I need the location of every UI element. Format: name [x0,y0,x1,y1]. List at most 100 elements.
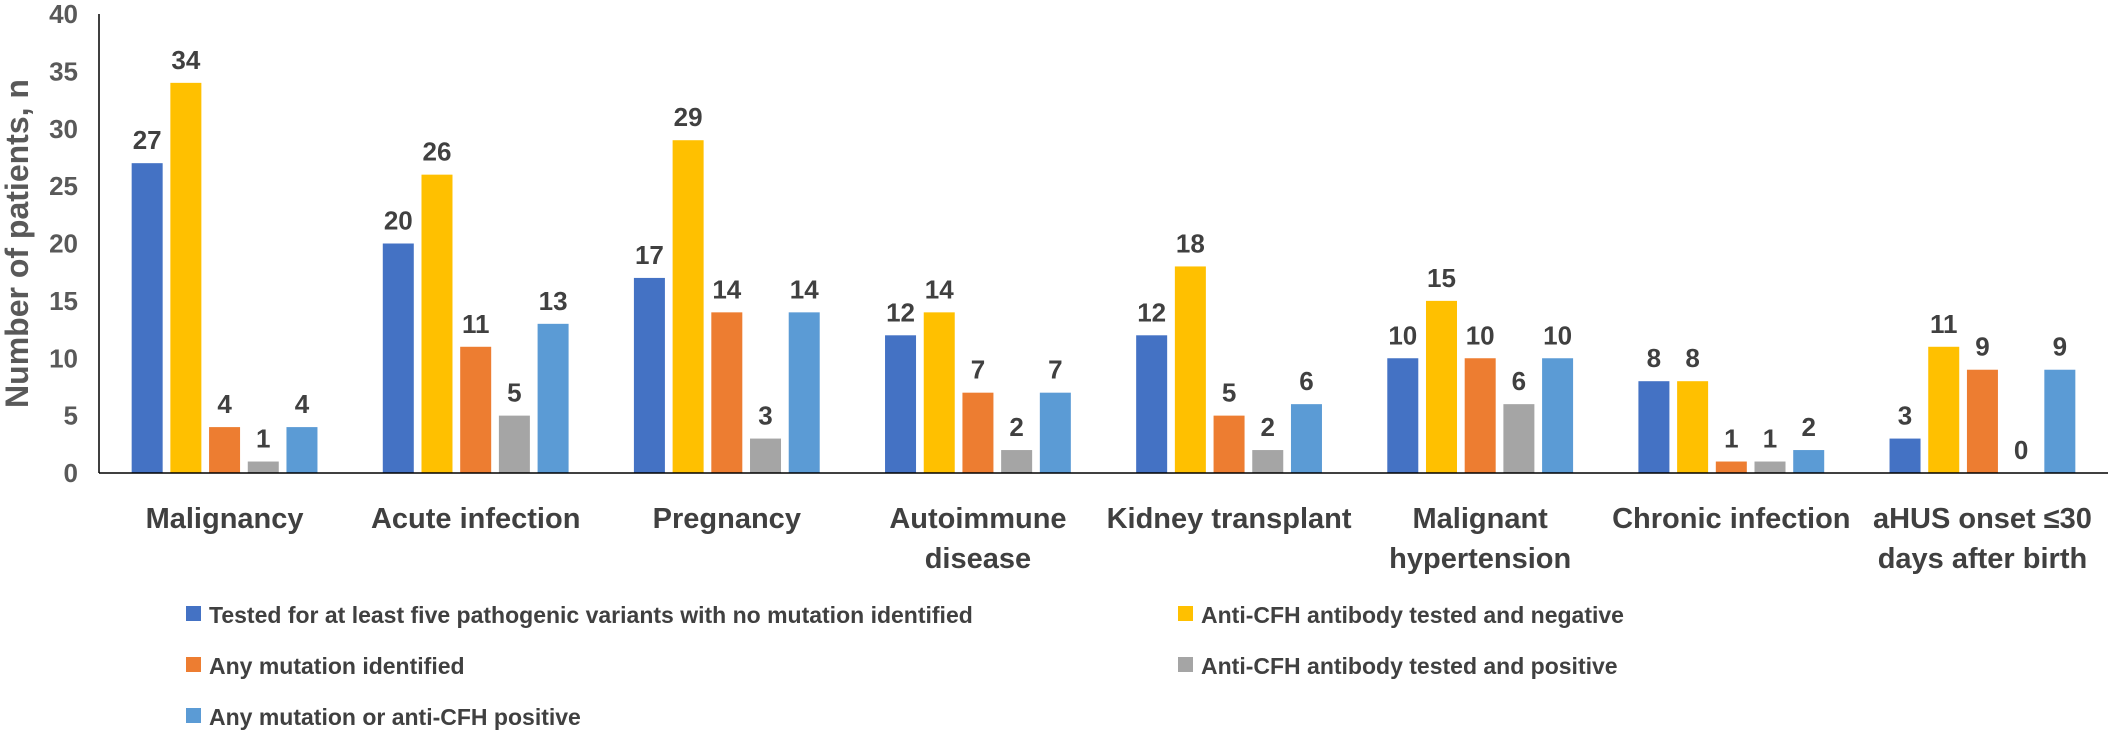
y-tick-label: 0 [64,458,78,488]
bar [711,312,743,473]
bar [1425,300,1457,473]
data-label: 2 [1801,412,1815,442]
legend-swatch [1178,657,1193,672]
bar [885,335,917,473]
category-label: Chronic infection [1612,503,1850,535]
bar [788,312,820,473]
legend-swatch [1178,606,1193,621]
y-tick-label: 10 [49,343,78,373]
bar [1039,392,1071,473]
bar [131,163,163,474]
bar [286,427,318,473]
category-label: aHUS onset ≤30 [1873,503,2092,535]
data-label: 7 [971,355,985,385]
bar [1503,404,1535,473]
data-label: 14 [712,274,741,304]
category-label: Acute infection [371,503,580,535]
data-label: 15 [1427,263,1456,293]
data-label: 17 [635,240,664,270]
data-label: 4 [295,389,310,419]
bar [460,346,492,473]
data-label: 11 [462,309,490,339]
bar [1715,461,1747,473]
bars [131,82,2076,474]
bar [209,427,241,473]
category-label: hypertension [1389,543,1571,575]
category-label: Pregnancy [653,503,801,535]
data-label: 3 [1898,401,1912,431]
data-label: 1 [1763,424,1777,454]
legend-label: Anti-CFH antibody tested and positive [1201,653,1618,679]
data-label: 1 [256,424,270,454]
bar [170,82,202,473]
data-label: 8 [1685,343,1699,373]
bar [1136,335,1168,473]
data-label: 4 [217,389,232,419]
legend-swatch [186,606,201,621]
bar [382,243,414,473]
bar [1001,450,1033,473]
category-label: disease [925,543,1031,575]
legend-swatch [186,657,201,672]
data-label: 2 [1009,412,1023,442]
bar [421,174,453,473]
category-label: days after birth [1878,543,2088,575]
bar [1252,450,1284,473]
data-label: 9 [1975,332,1989,362]
data-label: 9 [2053,332,2067,362]
data-label: 14 [925,274,954,304]
data-label: 1 [1724,424,1738,454]
data-label: 34 [171,45,200,75]
bar [672,140,704,473]
data-label: 10 [1466,320,1495,350]
bar [1928,346,1960,473]
bar [1889,438,1921,473]
y-tick-label: 30 [49,114,78,144]
bar [1387,358,1419,473]
bar [750,438,782,473]
y-axis-label: Number of patients, n [0,79,35,408]
y-tick-label: 25 [49,171,78,201]
legend-label: Any mutation or anti-CFH positive [209,704,581,730]
bar [247,461,279,473]
y-tick-label: 15 [49,286,78,316]
data-label: 12 [1137,297,1166,327]
data-label: 6 [1512,366,1526,396]
bar [633,277,665,473]
data-label: 0 [2014,435,2028,465]
data-label: 20 [384,206,413,236]
data-label: 2 [1261,412,1275,442]
category-labels: Malignancy Acute infection Pregnancy Autoim… [146,503,2092,575]
data-label: 8 [1647,343,1661,373]
data-label: 10 [1388,320,1417,350]
data-label: 26 [423,137,452,167]
legend-label: Tested for at least five pathogenic vari… [209,602,973,628]
data-label: 11 [1930,309,1958,339]
y-tick-label: 35 [49,56,78,86]
bar [2044,369,2076,473]
category-label: Malignancy [146,503,304,535]
bar [962,392,994,473]
bar [1754,461,1786,473]
data-label: 3 [758,401,772,431]
y-tick-label: 40 [49,0,78,29]
bar [498,415,530,473]
data-label: 29 [674,102,703,132]
data-label: 12 [886,297,915,327]
y-tick-label: 5 [64,401,78,431]
data-label: 7 [1048,355,1062,385]
data-label: 27 [133,125,162,155]
category-label: Malignant [1413,503,1549,535]
data-label: 13 [539,286,568,316]
data-label: 5 [507,378,521,408]
legend: Tested for at least five pathogenic vari… [186,602,1624,730]
bar [1290,404,1322,473]
category-label: Autoimmune [889,503,1066,535]
bar [537,323,569,473]
bar [1966,369,1998,473]
category-label: Kidney transplant [1107,503,1352,535]
bar [1542,358,1574,473]
data-label: 10 [1543,320,1572,350]
data-label: 14 [790,274,819,304]
